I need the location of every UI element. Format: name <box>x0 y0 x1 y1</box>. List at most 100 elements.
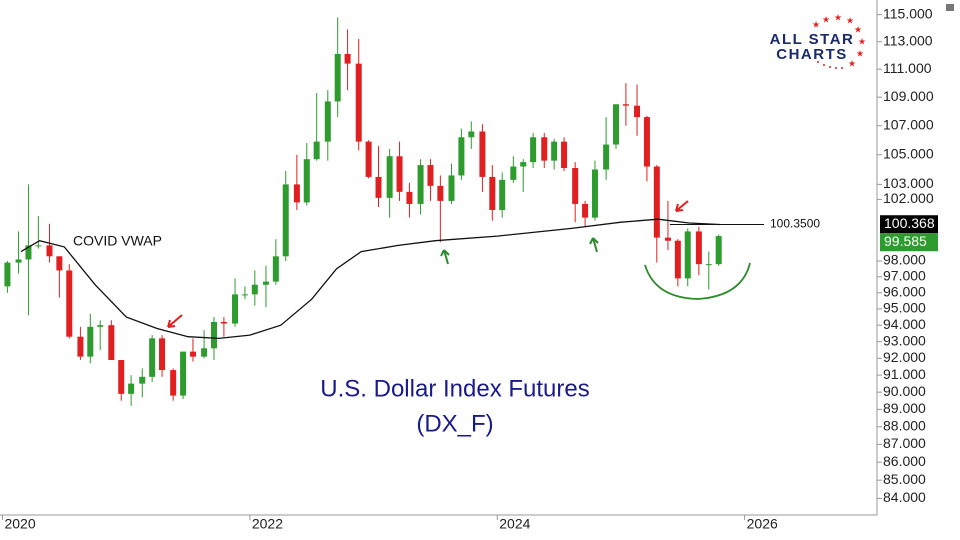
candle-body <box>510 166 517 180</box>
lock-icon <box>946 4 954 11</box>
candle-body <box>653 166 660 238</box>
candle-body <box>118 359 125 394</box>
candle-body <box>25 245 32 260</box>
candle-body <box>201 348 208 357</box>
candle-body <box>591 169 598 218</box>
y-tick-label: 87.000 <box>883 435 926 451</box>
candle-body <box>149 338 156 377</box>
y-tick-label: 96.000 <box>883 283 926 299</box>
candle-body <box>622 104 629 106</box>
x-tick-label: 2020 <box>4 516 35 532</box>
candle-body <box>87 326 94 357</box>
candle-body <box>170 370 177 396</box>
candle-body <box>572 168 579 204</box>
candle-body <box>427 165 434 186</box>
y-tick-label: 88.000 <box>883 417 926 433</box>
candle-body <box>241 294 248 296</box>
candle-body <box>406 191 413 204</box>
candle-body <box>355 63 362 142</box>
candle-body <box>97 325 104 327</box>
candle-body <box>396 156 403 192</box>
y-tick-label: 86.000 <box>883 453 926 469</box>
candle-body <box>251 284 258 295</box>
arrow <box>589 237 599 253</box>
svg-text:★: ★ <box>856 48 864 58</box>
y-tick-label: 103.000 <box>883 175 934 191</box>
logo-stars: ★ ★ ★ ★ ★★★★ <box>812 12 866 69</box>
candle-body <box>324 101 331 142</box>
svg-text:★: ★ <box>822 14 830 24</box>
candle-body <box>541 137 548 161</box>
y-tick-label: 93.000 <box>883 332 926 348</box>
arrows <box>167 200 689 328</box>
candle-body <box>386 156 393 198</box>
candle-body <box>334 53 341 102</box>
line-label: COVID VWAP <box>73 232 162 248</box>
candle-body <box>108 325 115 360</box>
y-tick-label: 89.000 <box>883 400 926 416</box>
candle-body <box>603 144 610 170</box>
y-tick-label: 97.000 <box>883 268 926 284</box>
candle-body <box>77 336 84 357</box>
candle-body <box>128 383 135 394</box>
x-tick-label: 2022 <box>252 516 283 532</box>
arrow <box>675 200 689 212</box>
candles <box>4 17 722 406</box>
logo: ALL STAR CHARTS ★ ★ ★ ★ ★★★★ <box>770 12 866 69</box>
candle-body <box>448 175 455 201</box>
arrow <box>167 314 183 328</box>
candle-body <box>180 351 187 396</box>
candle-body <box>551 141 558 161</box>
svg-text:★: ★ <box>846 15 854 25</box>
y-tick-label: 102.000 <box>883 190 934 206</box>
candle-body <box>674 240 681 279</box>
candle-body <box>282 184 289 257</box>
candle-body <box>15 259 22 263</box>
y-tick-label: 94.000 <box>883 316 926 332</box>
candle-body <box>189 351 196 357</box>
candle-body <box>4 262 11 287</box>
candle-body <box>159 338 166 371</box>
candle-body <box>695 231 702 265</box>
y-tick-label: 84.000 <box>883 489 926 505</box>
chart-subtitle: (DX_F) <box>416 410 493 437</box>
candle-body <box>458 137 465 176</box>
level-label: 100.3500 <box>770 217 820 231</box>
candle-body <box>313 141 320 160</box>
y-tick-label: 91.000 <box>883 366 926 382</box>
candle-body <box>715 236 722 265</box>
y-tick-label: 111.000 <box>883 60 932 76</box>
candle-body <box>262 281 269 285</box>
candle-body <box>468 131 475 138</box>
price-tag <box>880 215 938 234</box>
y-tick-label: 105.000 <box>883 145 934 161</box>
candle-body <box>437 185 444 201</box>
x-tick-label: 2026 <box>747 516 778 532</box>
price-tag-label: 100.368 <box>884 215 935 231</box>
svg-text:★: ★ <box>812 19 820 29</box>
candle-body <box>479 131 486 177</box>
candle-body <box>344 53 351 64</box>
cup-arc <box>644 262 751 300</box>
candle-body <box>293 184 300 203</box>
candle-body <box>210 321 217 349</box>
candle-body <box>684 231 691 279</box>
arrow <box>440 249 450 265</box>
y-tick-label: 92.000 <box>883 349 926 365</box>
candle-body <box>232 294 239 324</box>
y-tick-label: 107.000 <box>883 116 934 132</box>
candle-body <box>499 179 506 211</box>
candle-body <box>643 117 650 167</box>
candle-body <box>56 256 63 271</box>
candle-body <box>664 237 671 241</box>
candle-body <box>220 321 227 324</box>
price-tag <box>880 233 938 252</box>
candle-body <box>375 176 382 198</box>
logo-line: ALL STAR <box>770 31 855 48</box>
candle-body <box>417 165 424 204</box>
y-tick-label: 109.000 <box>883 88 934 104</box>
candle-body <box>705 264 712 266</box>
candle-body <box>489 176 496 211</box>
y-tick-label: 90.000 <box>883 383 926 399</box>
